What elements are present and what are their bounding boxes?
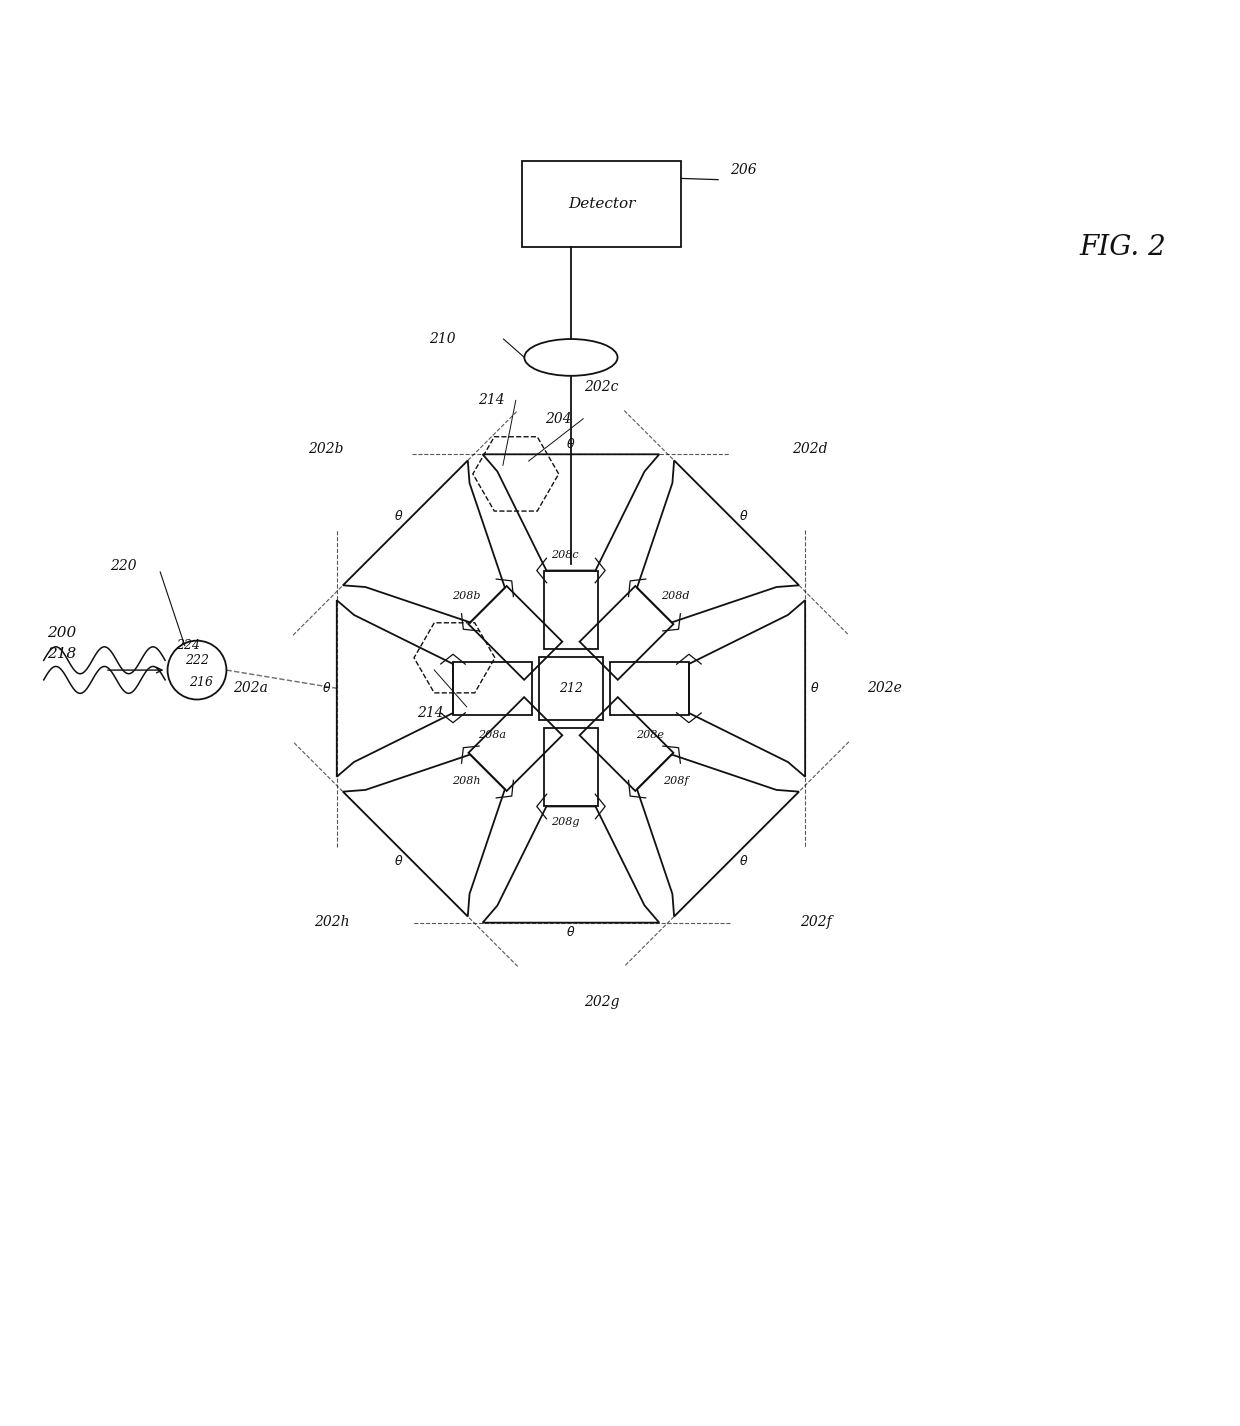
Text: 202d: 202d <box>792 442 828 456</box>
Text: 202e: 202e <box>868 682 903 696</box>
Text: 222: 222 <box>185 653 210 667</box>
Text: $\theta$: $\theta$ <box>567 438 575 452</box>
Text: 202b: 202b <box>308 442 343 456</box>
Text: FIG. 2: FIG. 2 <box>1079 234 1166 261</box>
Text: 210: 210 <box>429 332 455 347</box>
Text: $\theta$: $\theta$ <box>739 854 748 868</box>
Text: 202f: 202f <box>800 914 832 928</box>
Text: $\theta$: $\theta$ <box>739 509 748 523</box>
Text: 218: 218 <box>47 647 77 662</box>
Text: 216: 216 <box>188 676 213 689</box>
Text: 208c: 208c <box>551 549 579 560</box>
Text: 208e: 208e <box>636 730 663 740</box>
Text: 208h: 208h <box>453 776 481 786</box>
Text: 202h: 202h <box>314 914 350 928</box>
Text: 214: 214 <box>417 706 443 720</box>
Text: Detector: Detector <box>568 197 635 211</box>
Text: 208g: 208g <box>551 817 579 827</box>
Text: 212: 212 <box>559 682 583 694</box>
Text: 208d: 208d <box>661 592 689 602</box>
Text: 220: 220 <box>110 559 136 573</box>
Text: 208f: 208f <box>663 776 688 786</box>
Text: $\theta$: $\theta$ <box>567 925 575 940</box>
Text: 206: 206 <box>730 163 756 177</box>
Text: 200: 200 <box>47 626 77 640</box>
Text: 208a: 208a <box>479 730 506 740</box>
Text: $\theta$: $\theta$ <box>394 509 403 523</box>
Text: 224: 224 <box>176 639 201 652</box>
Text: 214: 214 <box>477 394 505 408</box>
Text: $\theta$: $\theta$ <box>322 682 331 696</box>
Bar <box>539 656 603 720</box>
Text: 204: 204 <box>546 412 572 426</box>
Text: $\theta$: $\theta$ <box>394 854 403 868</box>
Text: $\theta$: $\theta$ <box>810 682 820 696</box>
Text: 202c: 202c <box>584 379 619 394</box>
Text: 202g: 202g <box>584 995 619 1010</box>
Text: 202a: 202a <box>233 682 268 696</box>
Text: 208b: 208b <box>453 592 481 602</box>
Bar <box>522 161 681 247</box>
